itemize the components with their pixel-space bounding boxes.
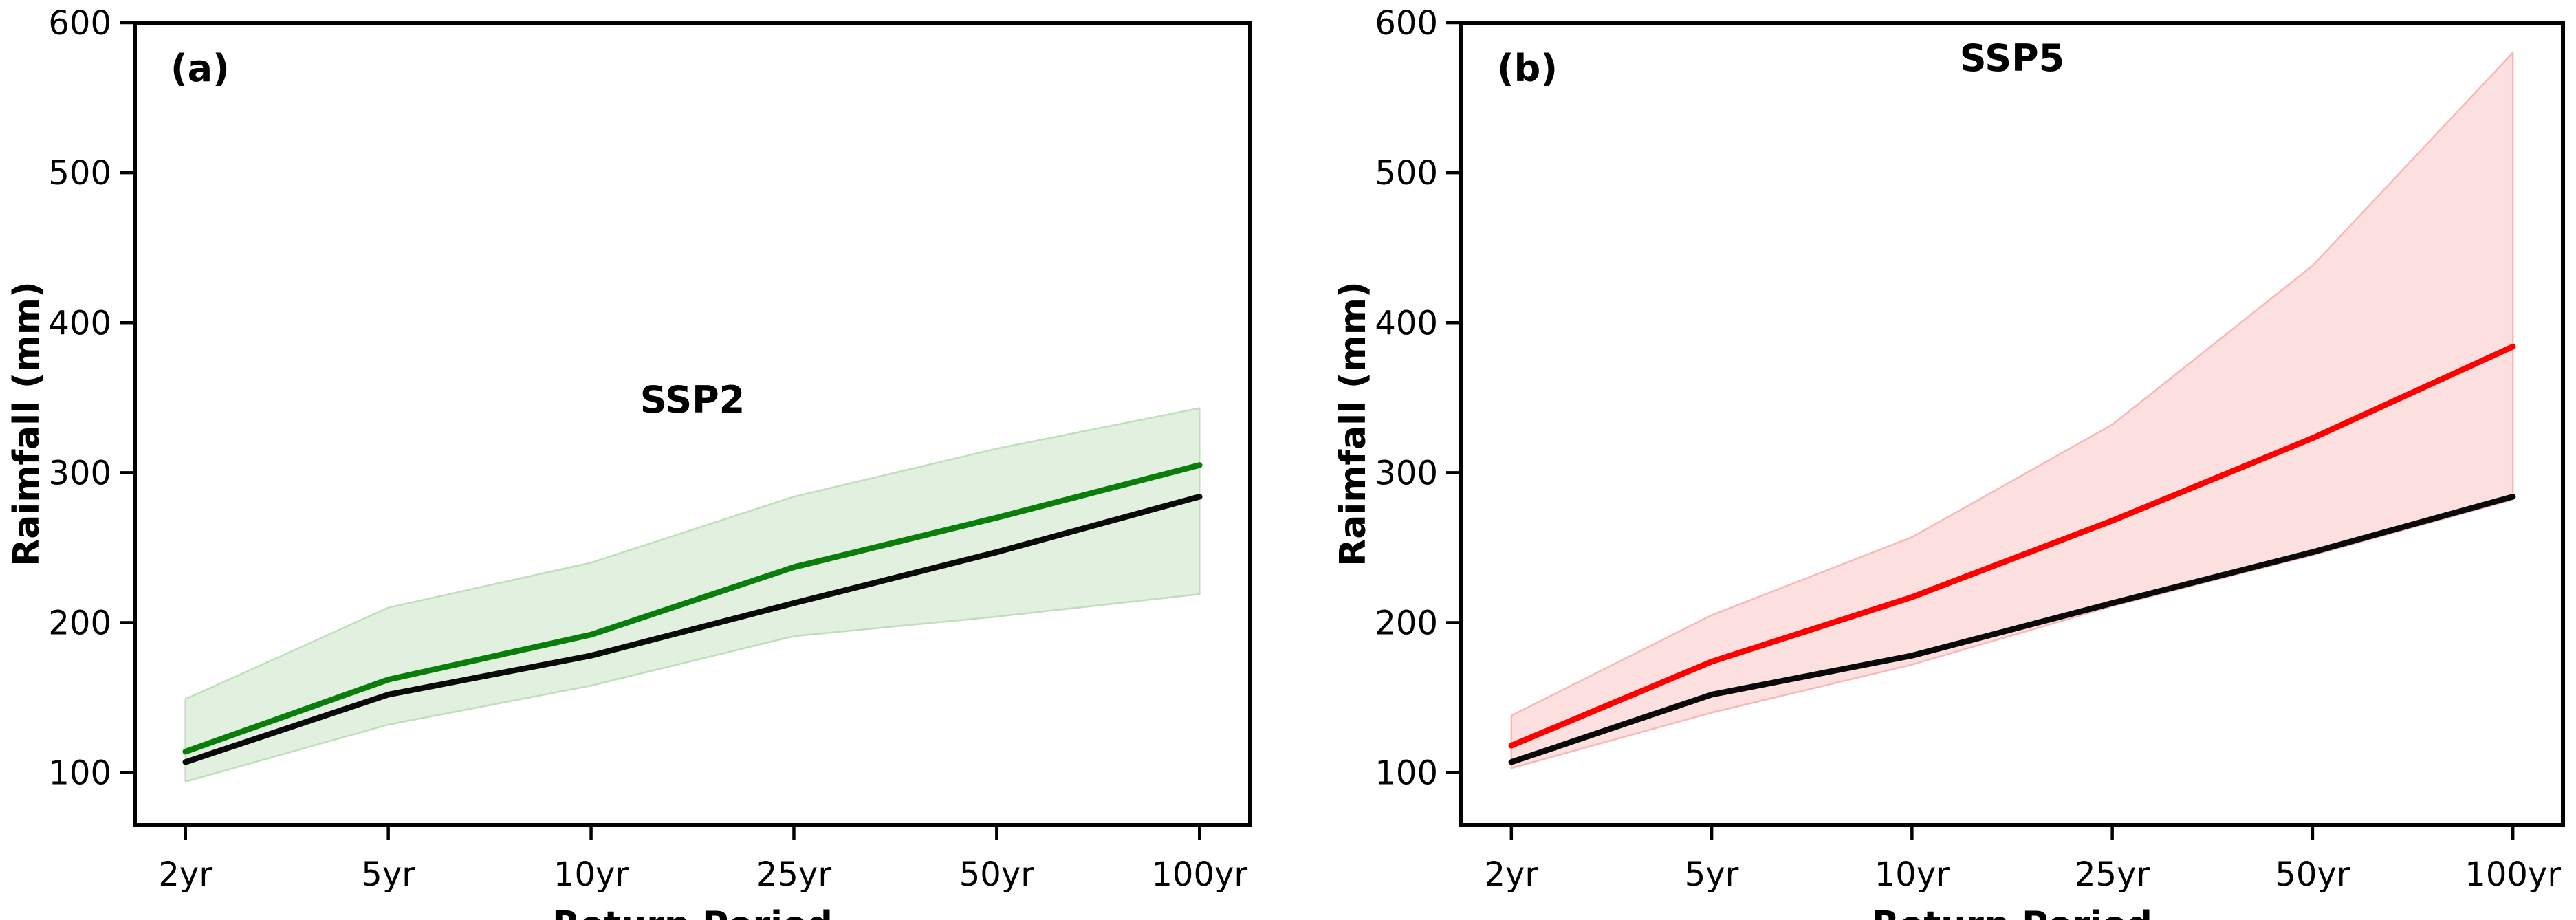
ssp5-uncertainty-band	[1510, 52, 2514, 769]
y-tick-label: 400	[1375, 304, 1438, 342]
x-tick-label: 10yr	[554, 855, 629, 894]
x-tick-label: 5yr	[361, 855, 415, 894]
baseline-black-line	[182, 494, 1203, 765]
axes-spines	[133, 21, 1252, 827]
y-tick-label: 500	[48, 154, 111, 193]
panel-a: 2yr 5yr 10yr 25yr 50yr 100yr 100 200 300 400 500 60…	[6, 4, 1252, 920]
y-tick-label: 400	[48, 304, 111, 342]
x-tick-label: 2yr	[1484, 855, 1538, 894]
x-tick-label: 10yr	[1875, 855, 1950, 894]
panel-letter: (a)	[171, 47, 230, 90]
x-tick-label: 25yr	[756, 855, 831, 894]
y-axis-label: Raimfall (mm)	[1333, 281, 1374, 567]
x-tick-label: 5yr	[1685, 855, 1739, 894]
axes-spines	[1459, 21, 2565, 827]
x-axis-label: Return Period	[552, 904, 833, 920]
x-axis-label: Return Period	[1872, 904, 2152, 920]
y-tick-label: 100	[48, 754, 111, 793]
y-tick-label: 600	[48, 4, 111, 43]
y-tick-label: 200	[48, 604, 111, 643]
ssp5-red-line	[1508, 343, 2516, 749]
y-tick-label: 100	[1375, 754, 1438, 793]
panel-title: SSP2	[640, 378, 745, 421]
panel-letter: (b)	[1497, 47, 1558, 90]
y-axis-label: Raimfall (mm)	[6, 281, 47, 567]
baseline-black-line	[1508, 494, 2516, 765]
x-tick-label: 50yr	[2275, 855, 2350, 894]
x-tick-label: 100yr	[1151, 855, 1247, 894]
y-tick-label: 300	[48, 454, 111, 492]
y-tick-label: 200	[1375, 604, 1438, 643]
y-tick-label: 300	[1375, 454, 1438, 492]
x-tick-label: 25yr	[2075, 855, 2150, 894]
panel-title: SSP5	[1960, 36, 2065, 80]
x-tick-label: 2yr	[158, 855, 212, 894]
ssp2-uncertainty-band	[184, 407, 1201, 782]
y-tick-label: 600	[1375, 4, 1438, 43]
x-tick-label: 100yr	[2465, 855, 2561, 894]
ssp2-green-line	[182, 462, 1203, 755]
y-tick-label: 500	[1375, 154, 1438, 193]
x-tick-label: 50yr	[959, 855, 1034, 894]
panel-b: 2yr 5yr 10yr 25yr 50yr 100yr 100 200 300 400 500 60…	[1333, 4, 2565, 920]
